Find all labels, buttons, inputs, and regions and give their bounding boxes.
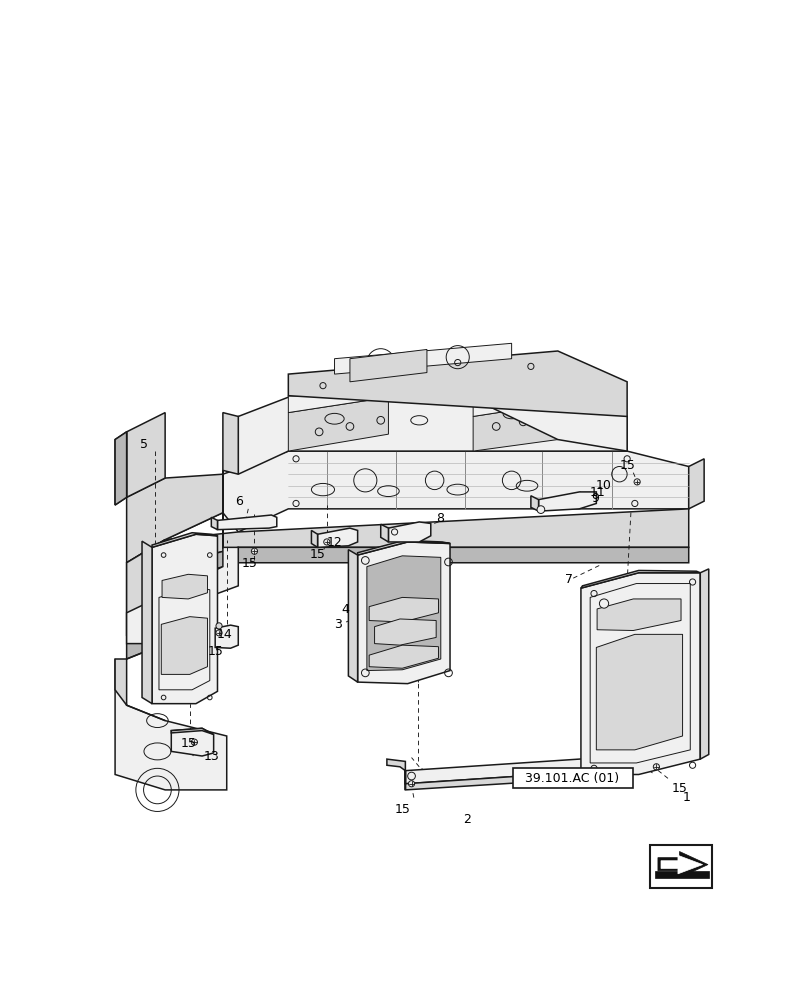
Polygon shape	[473, 403, 557, 451]
Text: 15: 15	[394, 803, 410, 816]
Text: 3: 3	[334, 618, 342, 631]
Polygon shape	[288, 397, 388, 451]
Polygon shape	[626, 732, 634, 773]
Polygon shape	[115, 659, 127, 705]
Polygon shape	[161, 617, 208, 674]
Polygon shape	[288, 380, 388, 413]
Text: 10: 10	[594, 479, 611, 492]
Text: 9: 9	[590, 492, 598, 505]
Polygon shape	[159, 588, 209, 690]
Text: 15: 15	[180, 737, 196, 750]
Polygon shape	[602, 736, 626, 781]
Polygon shape	[288, 351, 626, 416]
Text: 13: 13	[204, 750, 219, 763]
Polygon shape	[348, 550, 357, 682]
Polygon shape	[152, 533, 217, 547]
Polygon shape	[171, 728, 213, 734]
Polygon shape	[222, 413, 238, 474]
Polygon shape	[238, 397, 626, 474]
Text: 15: 15	[671, 782, 687, 795]
Polygon shape	[388, 522, 431, 542]
Text: 14: 14	[217, 628, 232, 641]
Polygon shape	[699, 569, 708, 759]
Polygon shape	[165, 474, 222, 540]
Polygon shape	[127, 470, 238, 644]
Polygon shape	[171, 728, 213, 756]
Polygon shape	[473, 386, 557, 416]
Circle shape	[191, 739, 197, 745]
Polygon shape	[165, 509, 688, 567]
Polygon shape	[162, 574, 208, 599]
Polygon shape	[596, 599, 680, 631]
Circle shape	[391, 529, 397, 535]
Circle shape	[216, 623, 222, 629]
Text: 12: 12	[326, 536, 342, 549]
Polygon shape	[127, 474, 222, 563]
Polygon shape	[211, 517, 217, 530]
Polygon shape	[374, 619, 436, 645]
Text: 5: 5	[139, 438, 148, 451]
Polygon shape	[317, 528, 357, 547]
Polygon shape	[217, 515, 277, 530]
Polygon shape	[165, 547, 688, 582]
Polygon shape	[530, 496, 538, 511]
Polygon shape	[538, 492, 595, 511]
Polygon shape	[657, 852, 707, 878]
Circle shape	[407, 772, 415, 780]
Polygon shape	[334, 343, 511, 374]
Polygon shape	[369, 645, 438, 668]
Text: 1: 1	[681, 791, 689, 804]
Polygon shape	[380, 524, 388, 542]
Polygon shape	[215, 625, 238, 648]
Circle shape	[633, 479, 639, 485]
Text: 2: 2	[462, 813, 470, 826]
Polygon shape	[222, 451, 688, 532]
Circle shape	[216, 630, 222, 636]
Polygon shape	[142, 541, 152, 704]
Circle shape	[251, 548, 257, 554]
Text: 15: 15	[619, 459, 634, 472]
Polygon shape	[369, 597, 438, 622]
Text: 8: 8	[436, 512, 444, 525]
Circle shape	[653, 764, 659, 770]
Polygon shape	[595, 634, 682, 750]
Bar	[513, 768, 632, 788]
Polygon shape	[127, 540, 165, 659]
Text: 11: 11	[589, 486, 604, 499]
Polygon shape	[350, 349, 427, 382]
Polygon shape	[580, 573, 699, 774]
Polygon shape	[590, 584, 689, 763]
Polygon shape	[115, 432, 127, 505]
Text: 15: 15	[309, 548, 325, 561]
Circle shape	[324, 539, 329, 545]
Text: 39.101.AC (01): 39.101.AC (01)	[525, 772, 619, 785]
Text: 15: 15	[242, 557, 257, 570]
Polygon shape	[580, 570, 699, 588]
Polygon shape	[405, 771, 602, 790]
Text: 15: 15	[208, 645, 224, 658]
Polygon shape	[288, 380, 626, 451]
Polygon shape	[115, 432, 127, 505]
Text: 6: 6	[235, 495, 242, 508]
Polygon shape	[688, 459, 703, 509]
Polygon shape	[654, 871, 708, 878]
Polygon shape	[152, 534, 217, 704]
Polygon shape	[405, 755, 617, 784]
Polygon shape	[357, 542, 449, 684]
Polygon shape	[367, 556, 440, 671]
Polygon shape	[115, 659, 226, 790]
Circle shape	[536, 506, 544, 513]
Polygon shape	[660, 855, 702, 874]
Polygon shape	[357, 540, 449, 555]
Polygon shape	[311, 530, 317, 547]
Circle shape	[408, 781, 414, 787]
Circle shape	[599, 599, 608, 608]
Bar	[650, 845, 711, 888]
Polygon shape	[127, 540, 165, 636]
Polygon shape	[386, 759, 405, 790]
Text: 7: 7	[564, 573, 573, 586]
Text: 4: 4	[341, 603, 349, 616]
Polygon shape	[127, 413, 165, 497]
